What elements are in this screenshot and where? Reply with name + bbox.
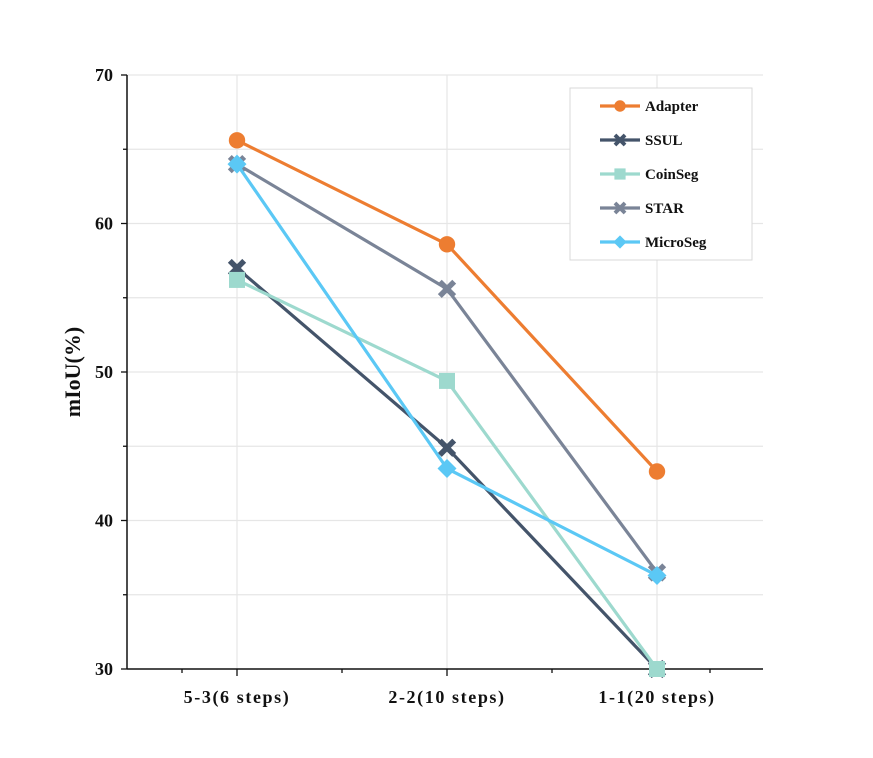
data-point-microseg <box>227 154 247 174</box>
data-point-coinseg <box>229 271 245 288</box>
legend-label: MicroSeg <box>645 235 707 251</box>
legend-label: Adapter <box>645 99 699 115</box>
legend-item-ssul: SSUL <box>600 133 683 149</box>
x-tick-label: 2-2(10 steps) <box>388 687 505 708</box>
data-point-microseg <box>647 565 667 585</box>
series-adapter <box>228 132 666 480</box>
data-point-adapter <box>648 463 666 480</box>
legend-item-coinseg: CoinSeg <box>600 167 699 183</box>
x-tick-label: 5-3(6 steps) <box>184 687 291 708</box>
legend-label: CoinSeg <box>645 167 699 183</box>
legend-label: SSUL <box>645 133 683 149</box>
data-point-ssul <box>437 438 457 457</box>
y-tick-label: 50 <box>95 362 113 382</box>
legend-marker <box>614 100 626 112</box>
legend-item-star: STAR <box>600 201 684 217</box>
data-point-adapter <box>228 132 246 149</box>
y-tick-label: 30 <box>95 659 113 679</box>
legend-marker <box>614 168 626 180</box>
legend-marker <box>613 235 627 249</box>
data-point-star <box>437 279 457 298</box>
x-tick-label: 1-1(20 steps) <box>598 687 715 708</box>
data-point-adapter <box>438 236 456 253</box>
y-tick-label: 60 <box>95 214 113 234</box>
legend-marker <box>613 133 627 147</box>
legend-marker <box>613 201 627 215</box>
x-axis-ticks: 5-3(6 steps) 2-2(10 steps) 1-1(20 steps) <box>181 669 715 708</box>
data-point-coinseg <box>649 661 665 677</box>
y-tick-label: 70 <box>95 65 113 85</box>
series-microseg <box>227 154 667 585</box>
legend: Adapter SSUL CoinSeg STAR MicroSeg <box>569 87 753 261</box>
series-lines <box>227 132 667 679</box>
legend-item-microseg: MicroSeg <box>600 235 707 251</box>
series-coinseg <box>229 271 665 677</box>
legend-label: STAR <box>645 201 684 217</box>
legend-item-adapter: Adapter <box>600 99 699 115</box>
y-axis-title: mIoU(%) <box>60 327 85 417</box>
data-point-microseg <box>437 459 457 479</box>
y-tick-label: 40 <box>95 511 113 531</box>
data-point-coinseg <box>439 372 455 389</box>
y-axis-ticks: 30 40 50 60 70 <box>95 65 127 679</box>
